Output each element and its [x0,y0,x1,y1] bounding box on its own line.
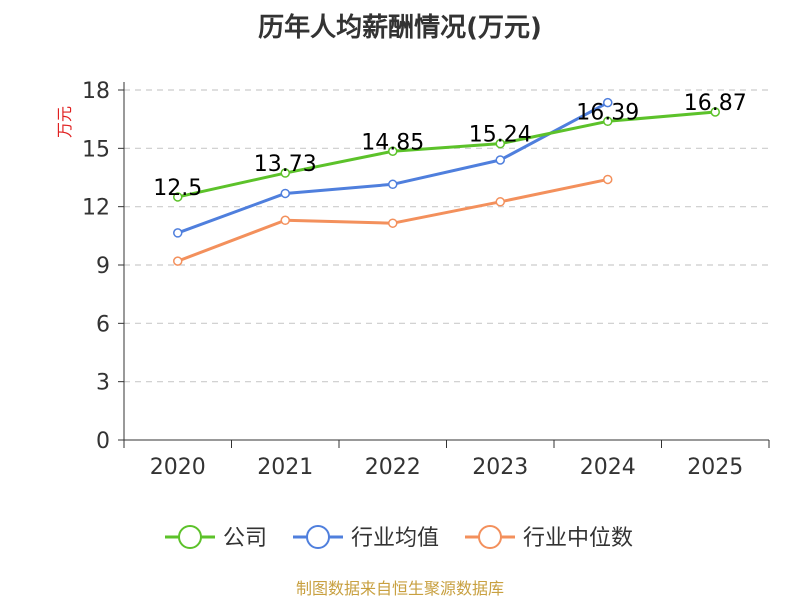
x-tick-label: 2021 [257,455,313,480]
y-tick-label: 15 [82,137,110,162]
y-tick-label: 12 [82,196,110,221]
data-point [495,155,505,165]
legend-marker [306,525,330,549]
y-axis-label: 万元 [55,106,74,138]
legend-marker [178,525,202,549]
legend-item-0[interactable]: 公司 [165,525,267,551]
y-tick-label: 0 [96,429,110,454]
series [173,97,720,266]
series-line-0 [177,110,716,199]
data-label: 12.5 [153,176,202,201]
y-tick-label: 6 [96,312,110,337]
x-tick-label: 2023 [472,455,528,480]
data-label: 14.85 [361,130,424,155]
legend-label: 行业中位数 [523,526,633,551]
y-tick-label: 3 [96,371,110,396]
data-point [388,218,398,228]
data-point [388,146,398,156]
data-label: 16.87 [684,91,747,116]
data-point [280,188,290,199]
series-line-1 [177,101,609,235]
data-point [280,215,290,226]
legend-marker [478,525,502,549]
data-point [280,168,290,178]
data-point [173,228,183,238]
legend: 公司 行业均值 行业中位数 [165,525,633,551]
data-point [603,174,613,185]
data-point [495,138,505,149]
x-tick-label: 2024 [580,455,636,480]
data-point [495,197,505,207]
source-note: 制图数据来自恒生聚源数据库 [296,579,504,598]
data-point [603,116,613,127]
data-label: 16.39 [576,100,639,125]
x-tick-label: 2025 [687,455,743,480]
data-point [710,107,720,117]
y-tick-label: 18 [82,79,110,104]
legend-item-2[interactable]: 行业中位数 [465,525,633,551]
axes: 0 3 6 9 12 15 18 2020 2021 2022 2023 2024 2025 [82,79,770,480]
grid-lines [124,89,769,383]
y-tick-label: 9 [96,254,110,279]
data-label: 15.24 [469,123,532,148]
legend-label: 公司 [223,526,267,551]
x-tick-label: 2020 [150,455,206,480]
x-tick-label: 2022 [365,455,421,480]
data-label: 13.73 [254,152,317,177]
legend-item-1[interactable]: 行业均值 [293,525,439,551]
chart-title: 历年人均薪酬情况(万元) [258,12,542,43]
data-labels: 12.5 13.73 14.85 15.24 16.39 16.87 [153,91,746,201]
data-point [388,179,398,190]
data-point [173,192,183,202]
legend-label: 行业均值 [351,526,439,551]
data-point [603,97,613,108]
data-point [173,256,183,266]
